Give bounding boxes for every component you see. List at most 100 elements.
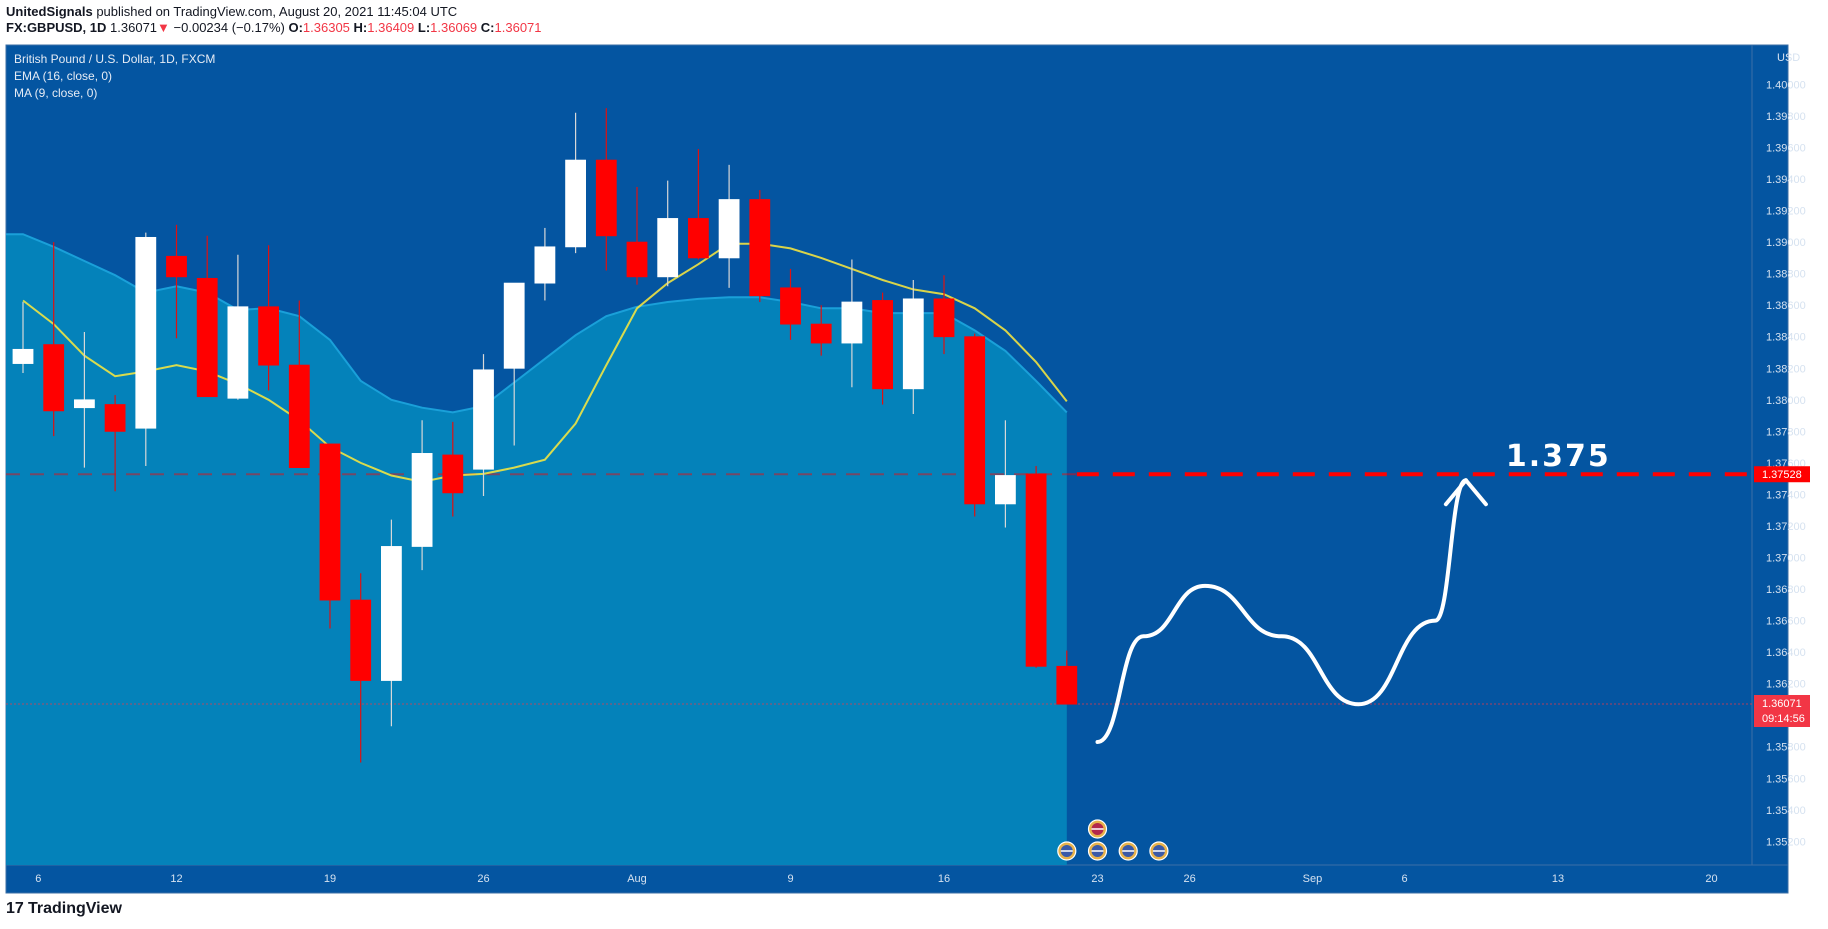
candle-body: [319, 443, 341, 601]
candle: [534, 227, 556, 301]
candle-body: [1056, 665, 1078, 705]
y-tick-label: 1.37800: [1766, 426, 1806, 438]
candle-body: [227, 306, 249, 399]
candle: [350, 573, 372, 763]
candle: [473, 354, 494, 496]
candle-body: [1025, 473, 1047, 667]
candle: [995, 420, 1016, 528]
tradingview-logo[interactable]: 17 TradingView: [6, 900, 122, 918]
candle-body: [12, 348, 34, 364]
y-tick-label: 1.38800: [1766, 269, 1806, 281]
x-tick-label: 13: [1552, 873, 1564, 885]
level-price-value: 1.37528: [1762, 469, 1802, 481]
level-annotation: 1.375: [1506, 439, 1611, 474]
candle-body: [166, 255, 187, 278]
candle-body: [534, 246, 556, 284]
y-tick-label: 1.38200: [1766, 363, 1806, 375]
y-tick-label: 1.37000: [1766, 553, 1806, 565]
candle-body: [350, 599, 372, 681]
low-label: L:: [417, 20, 431, 35]
candle: [749, 190, 771, 303]
candle-body: [718, 199, 740, 259]
y-tick-label: 1.39800: [1766, 111, 1806, 123]
candle-body: [565, 159, 586, 248]
x-tick-label: 16: [938, 873, 950, 885]
candle: [626, 186, 648, 285]
candle: [657, 180, 679, 287]
candle-body: [995, 475, 1016, 505]
ema-area: [6, 234, 1067, 865]
y-tick-label: 1.36400: [1766, 647, 1806, 659]
legend-title: British Pound / U.S. Dollar, 1D, FXCM: [14, 52, 216, 66]
y-tick-label: 1.38600: [1766, 300, 1806, 312]
candle: [1056, 650, 1078, 705]
publisher-name[interactable]: UnitedSignals: [6, 4, 93, 19]
currency-label: USD: [1777, 52, 1800, 64]
candle: [595, 108, 617, 271]
candle: [104, 395, 126, 492]
candle-body: [964, 336, 986, 505]
candle-body: [442, 454, 464, 494]
candle: [288, 300, 310, 469]
symbol-label: FX:GBPUSD, 1D: [6, 20, 107, 35]
us-flag-icon: [1149, 841, 1169, 861]
candle-body: [380, 546, 402, 681]
candle: [12, 302, 34, 373]
down-arrow-icon: ▼: [157, 20, 170, 35]
us-flag-icon: [1087, 841, 1108, 861]
projection-arrow-head: [1443, 478, 1488, 507]
candle-body: [749, 199, 771, 297]
published-text: published on TradingView.com, August 20,…: [96, 4, 458, 19]
x-tick-label: 9: [787, 873, 793, 885]
x-tick-label: 26: [477, 873, 489, 885]
y-tick-label: 1.36600: [1766, 616, 1806, 628]
close-label: C:: [480, 20, 495, 35]
candle: [565, 112, 586, 254]
current-price-tag: [1754, 694, 1810, 727]
candle: [841, 259, 863, 388]
candle-body: [841, 301, 863, 344]
candle: [411, 420, 433, 571]
candle: [503, 282, 525, 446]
x-tick-label: 23: [1091, 873, 1103, 885]
price-change: −0.00234 (−0.17%): [173, 20, 285, 35]
candle-body: [196, 277, 218, 398]
candle: [810, 305, 832, 356]
level-price-tag: [1754, 466, 1810, 483]
x-tick-label: Aug: [627, 873, 647, 885]
candle-body: [780, 287, 801, 325]
candle-body: [626, 241, 648, 278]
current-price-value: 1.36071: [1762, 698, 1802, 710]
candle: [135, 232, 157, 467]
candle-body: [872, 300, 893, 390]
open-value: 1.36305: [302, 20, 350, 35]
bar-countdown: 09:14:56: [1762, 713, 1805, 725]
legend-ema[interactable]: EMA (16, close, 0): [14, 69, 113, 83]
y-tick-label: 1.35400: [1766, 805, 1806, 817]
x-tick-label: 20: [1705, 873, 1717, 885]
tradingview-logo-icon: 17: [6, 900, 24, 917]
x-tick-label: 19: [324, 873, 336, 885]
candle: [196, 235, 218, 398]
last-price: 1.36071: [110, 20, 158, 35]
candle: [43, 242, 65, 437]
candle-body: [43, 344, 65, 412]
candle-body: [288, 364, 310, 469]
y-tick-label: 1.37400: [1766, 489, 1806, 501]
candle: [319, 443, 341, 629]
candle: [442, 421, 464, 517]
candle: [227, 254, 249, 400]
uk-flag-icon: [1087, 819, 1108, 839]
candle: [258, 245, 280, 391]
y-tick-label: 1.36200: [1766, 679, 1806, 691]
y-tick-label: 1.40000: [1766, 79, 1806, 91]
candle-body: [74, 399, 95, 409]
open-label: O:: [288, 20, 303, 35]
projection-curve: [1095, 478, 1468, 744]
legend-ma[interactable]: MA (9, close, 0): [14, 86, 98, 100]
y-tick-label: 1.39600: [1766, 143, 1806, 155]
candle-body: [503, 282, 525, 369]
candle-body: [657, 218, 679, 278]
x-tick-label: 6: [35, 873, 41, 885]
